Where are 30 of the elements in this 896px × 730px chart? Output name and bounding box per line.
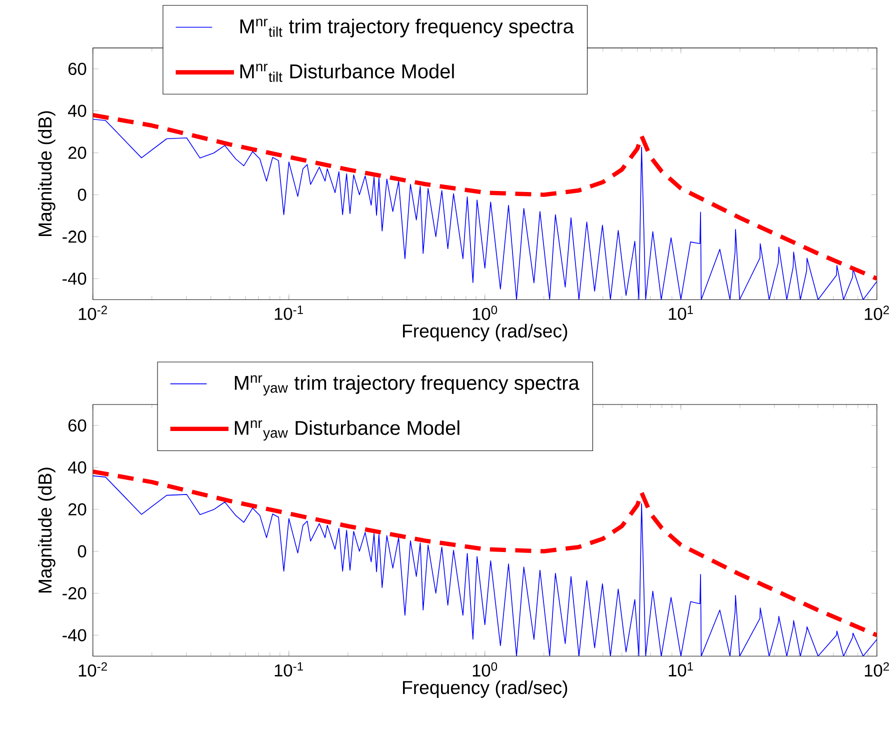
x-tick-label: 10$^{1}$ <box>668 306 693 320</box>
legend-label: M$^{nr}$$_{yaw}$ trim trajectory frequency spectra <box>234 375 580 396</box>
y-tick-label: -20 <box>62 230 86 243</box>
y-tick-label: -40 <box>62 272 86 285</box>
x-tick-label: 10$^{2}$ <box>864 306 889 320</box>
legend-label: M$^{nr}$$_{tilt}$ Disturbance Model <box>240 64 454 82</box>
y-axis-title: Magnitude (dB) <box>38 111 56 236</box>
x-axis-title: Frequency (rad/sec) <box>403 680 568 698</box>
y-tick-label: 20 <box>68 146 86 159</box>
y-tick-label: 40 <box>68 461 86 474</box>
x-tick-label: 10$^{0}$ <box>472 662 498 677</box>
legend-label: M$^{nr}$$_{yaw}$ Disturbance Model <box>234 420 460 441</box>
x-tick-label: 10$^{-1}$ <box>274 306 303 320</box>
y-axis-title: Magnitude (dB) <box>38 468 56 592</box>
x-tick-label: 10$^{-1}$ <box>274 662 303 676</box>
x-tick-label: 10$^{-2}$ <box>78 662 107 677</box>
x-tick-label: 10$^{2}$ <box>864 662 889 677</box>
y-tick-label: 60 <box>68 419 86 432</box>
y-tick-label: 0 <box>78 188 86 201</box>
x-tick-label: 10$^{-2}$ <box>78 306 107 320</box>
y-tick-label: 0 <box>78 545 86 558</box>
x-tick-label: 10$^{1}$ <box>668 662 693 676</box>
x-axis-title: Frequency (rad/sec) <box>403 324 568 342</box>
y-tick-label: 40 <box>68 104 86 117</box>
y-tick-label: -20 <box>62 587 86 600</box>
legend-label: M$^{nr}$$_{tilt}$ trim trajectory frequency spectra <box>240 18 574 38</box>
y-tick-label: -40 <box>62 629 86 642</box>
y-tick-label: 60 <box>68 62 86 75</box>
x-tick-label: 10$^{0}$ <box>472 306 498 320</box>
y-tick-label: 20 <box>68 503 86 516</box>
